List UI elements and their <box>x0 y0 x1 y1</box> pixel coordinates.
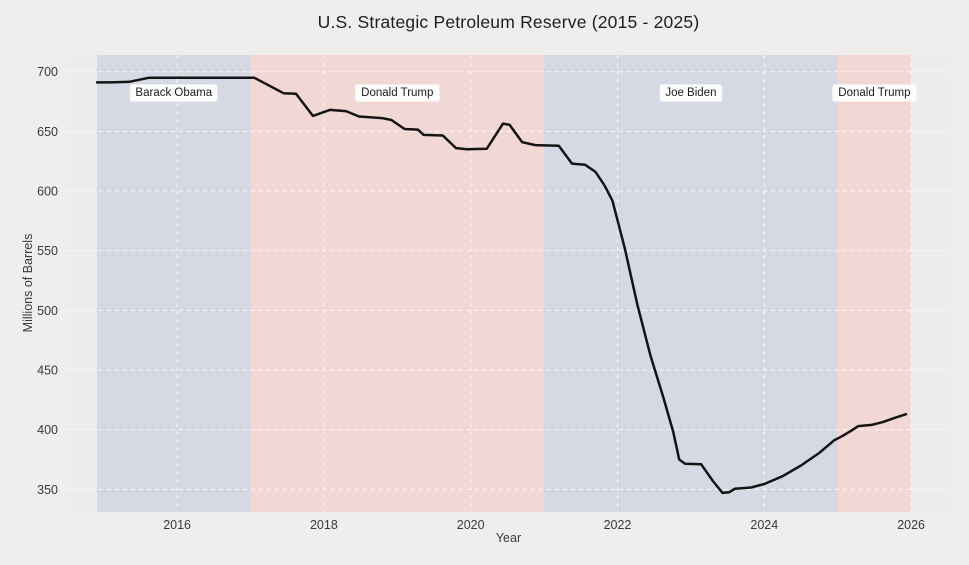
x-tick-label: 2022 <box>604 518 632 532</box>
president-region <box>97 55 251 512</box>
x-tick-label: 2024 <box>750 518 778 532</box>
y-tick-label: 650 <box>37 125 58 139</box>
x-tick-label: 2026 <box>897 518 925 532</box>
region-label-biden: Joe Biden <box>660 85 722 101</box>
y-tick-label: 700 <box>37 65 58 79</box>
y-tick-label: 600 <box>37 185 58 199</box>
y-tick-label: 450 <box>37 364 58 378</box>
president-region <box>837 55 912 512</box>
x-tick-label: 2016 <box>163 518 191 532</box>
x-tick-label: 2018 <box>310 518 338 532</box>
y-tick-label: 500 <box>37 304 58 318</box>
y-tick-label: 400 <box>37 423 58 437</box>
y-tick-label: 350 <box>37 483 58 497</box>
x-tick-label: 2020 <box>457 518 485 532</box>
spr-data-line <box>95 76 908 495</box>
region-label-trump2: Donald Trump <box>833 85 916 101</box>
y-axis-title: Millions of Barrels <box>21 233 35 333</box>
region-label-obama: Barack Obama <box>130 85 218 101</box>
y-tick-label: 550 <box>37 244 58 258</box>
region-label-trump1: Donald Trump <box>356 85 439 101</box>
president-region <box>544 55 838 512</box>
x-axis-title: Year <box>495 531 522 545</box>
chart-title: U.S. Strategic Petroleum Reserve (2015 -… <box>317 12 700 32</box>
